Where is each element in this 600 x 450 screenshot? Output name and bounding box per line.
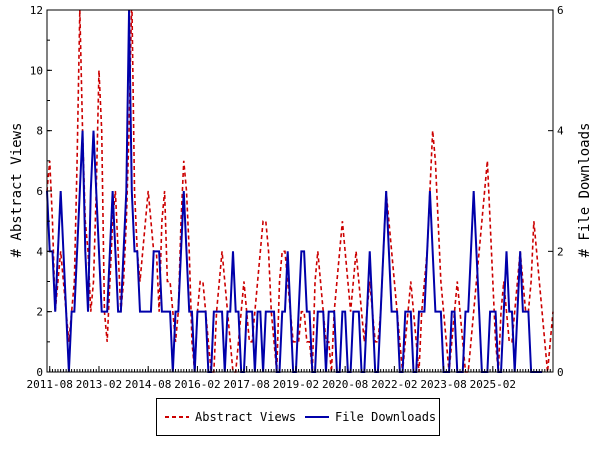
legend-item-file-downloads: File Downloads <box>305 410 436 424</box>
x-tick-label: 2025-02 <box>470 378 516 391</box>
y-tick-label-left: 10 <box>30 64 43 77</box>
legend: Abstract Views File Downloads <box>156 398 440 436</box>
plot-area <box>47 10 553 372</box>
x-tick-label: 2014-08 <box>125 378 171 391</box>
x-tick-label: 2016-02 <box>174 378 220 391</box>
plot-background <box>47 10 553 372</box>
y-axis-title-right: # File Downloads <box>577 123 593 258</box>
x-tick-label: 2022-02 <box>371 378 417 391</box>
legend-swatch-abstract-views <box>165 416 189 418</box>
x-tick-label: 2011-08 <box>27 378 73 391</box>
y-tick-label-right: 4 <box>557 125 564 138</box>
x-tick-label: 2017-08 <box>223 378 269 391</box>
y-tick-label-left: 2 <box>36 306 43 319</box>
y-tick-label-left: 6 <box>36 185 43 198</box>
legend-label-file-downloads: File Downloads <box>335 410 437 424</box>
y-tick-label-right: 2 <box>557 245 564 258</box>
series-line-abstract-views <box>46 0 554 373</box>
y-tick-label-left: 0 <box>36 366 43 379</box>
legend-swatch-file-downloads <box>305 416 329 418</box>
x-tick-label: 2023-08 <box>420 378 466 391</box>
y-tick-label-right: 6 <box>557 4 564 17</box>
y-tick-label-left: 8 <box>36 125 43 138</box>
axes-layer: 0 2 4 6 8 10 12 0 2 4 6 2011-08 2013-02 2014-08 2016-0… <box>7 0 593 391</box>
legend-label-abstract-views: Abstract Views <box>195 410 297 424</box>
legend-item-abstract-views: Abstract Views <box>165 410 296 424</box>
y-axis-title-left: # Abstract Views <box>9 123 25 258</box>
x-tick-label: 2019-02 <box>273 378 319 391</box>
x-tick-label: 2013-02 <box>76 378 122 391</box>
plot-top-mask <box>7 0 593 10</box>
y-tick-label-left: 4 <box>36 245 43 258</box>
y-tick-label-left: 12 <box>30 4 43 17</box>
x-tick-label: 2020-08 <box>322 378 368 391</box>
y-tick-label-right: 0 <box>557 366 564 379</box>
